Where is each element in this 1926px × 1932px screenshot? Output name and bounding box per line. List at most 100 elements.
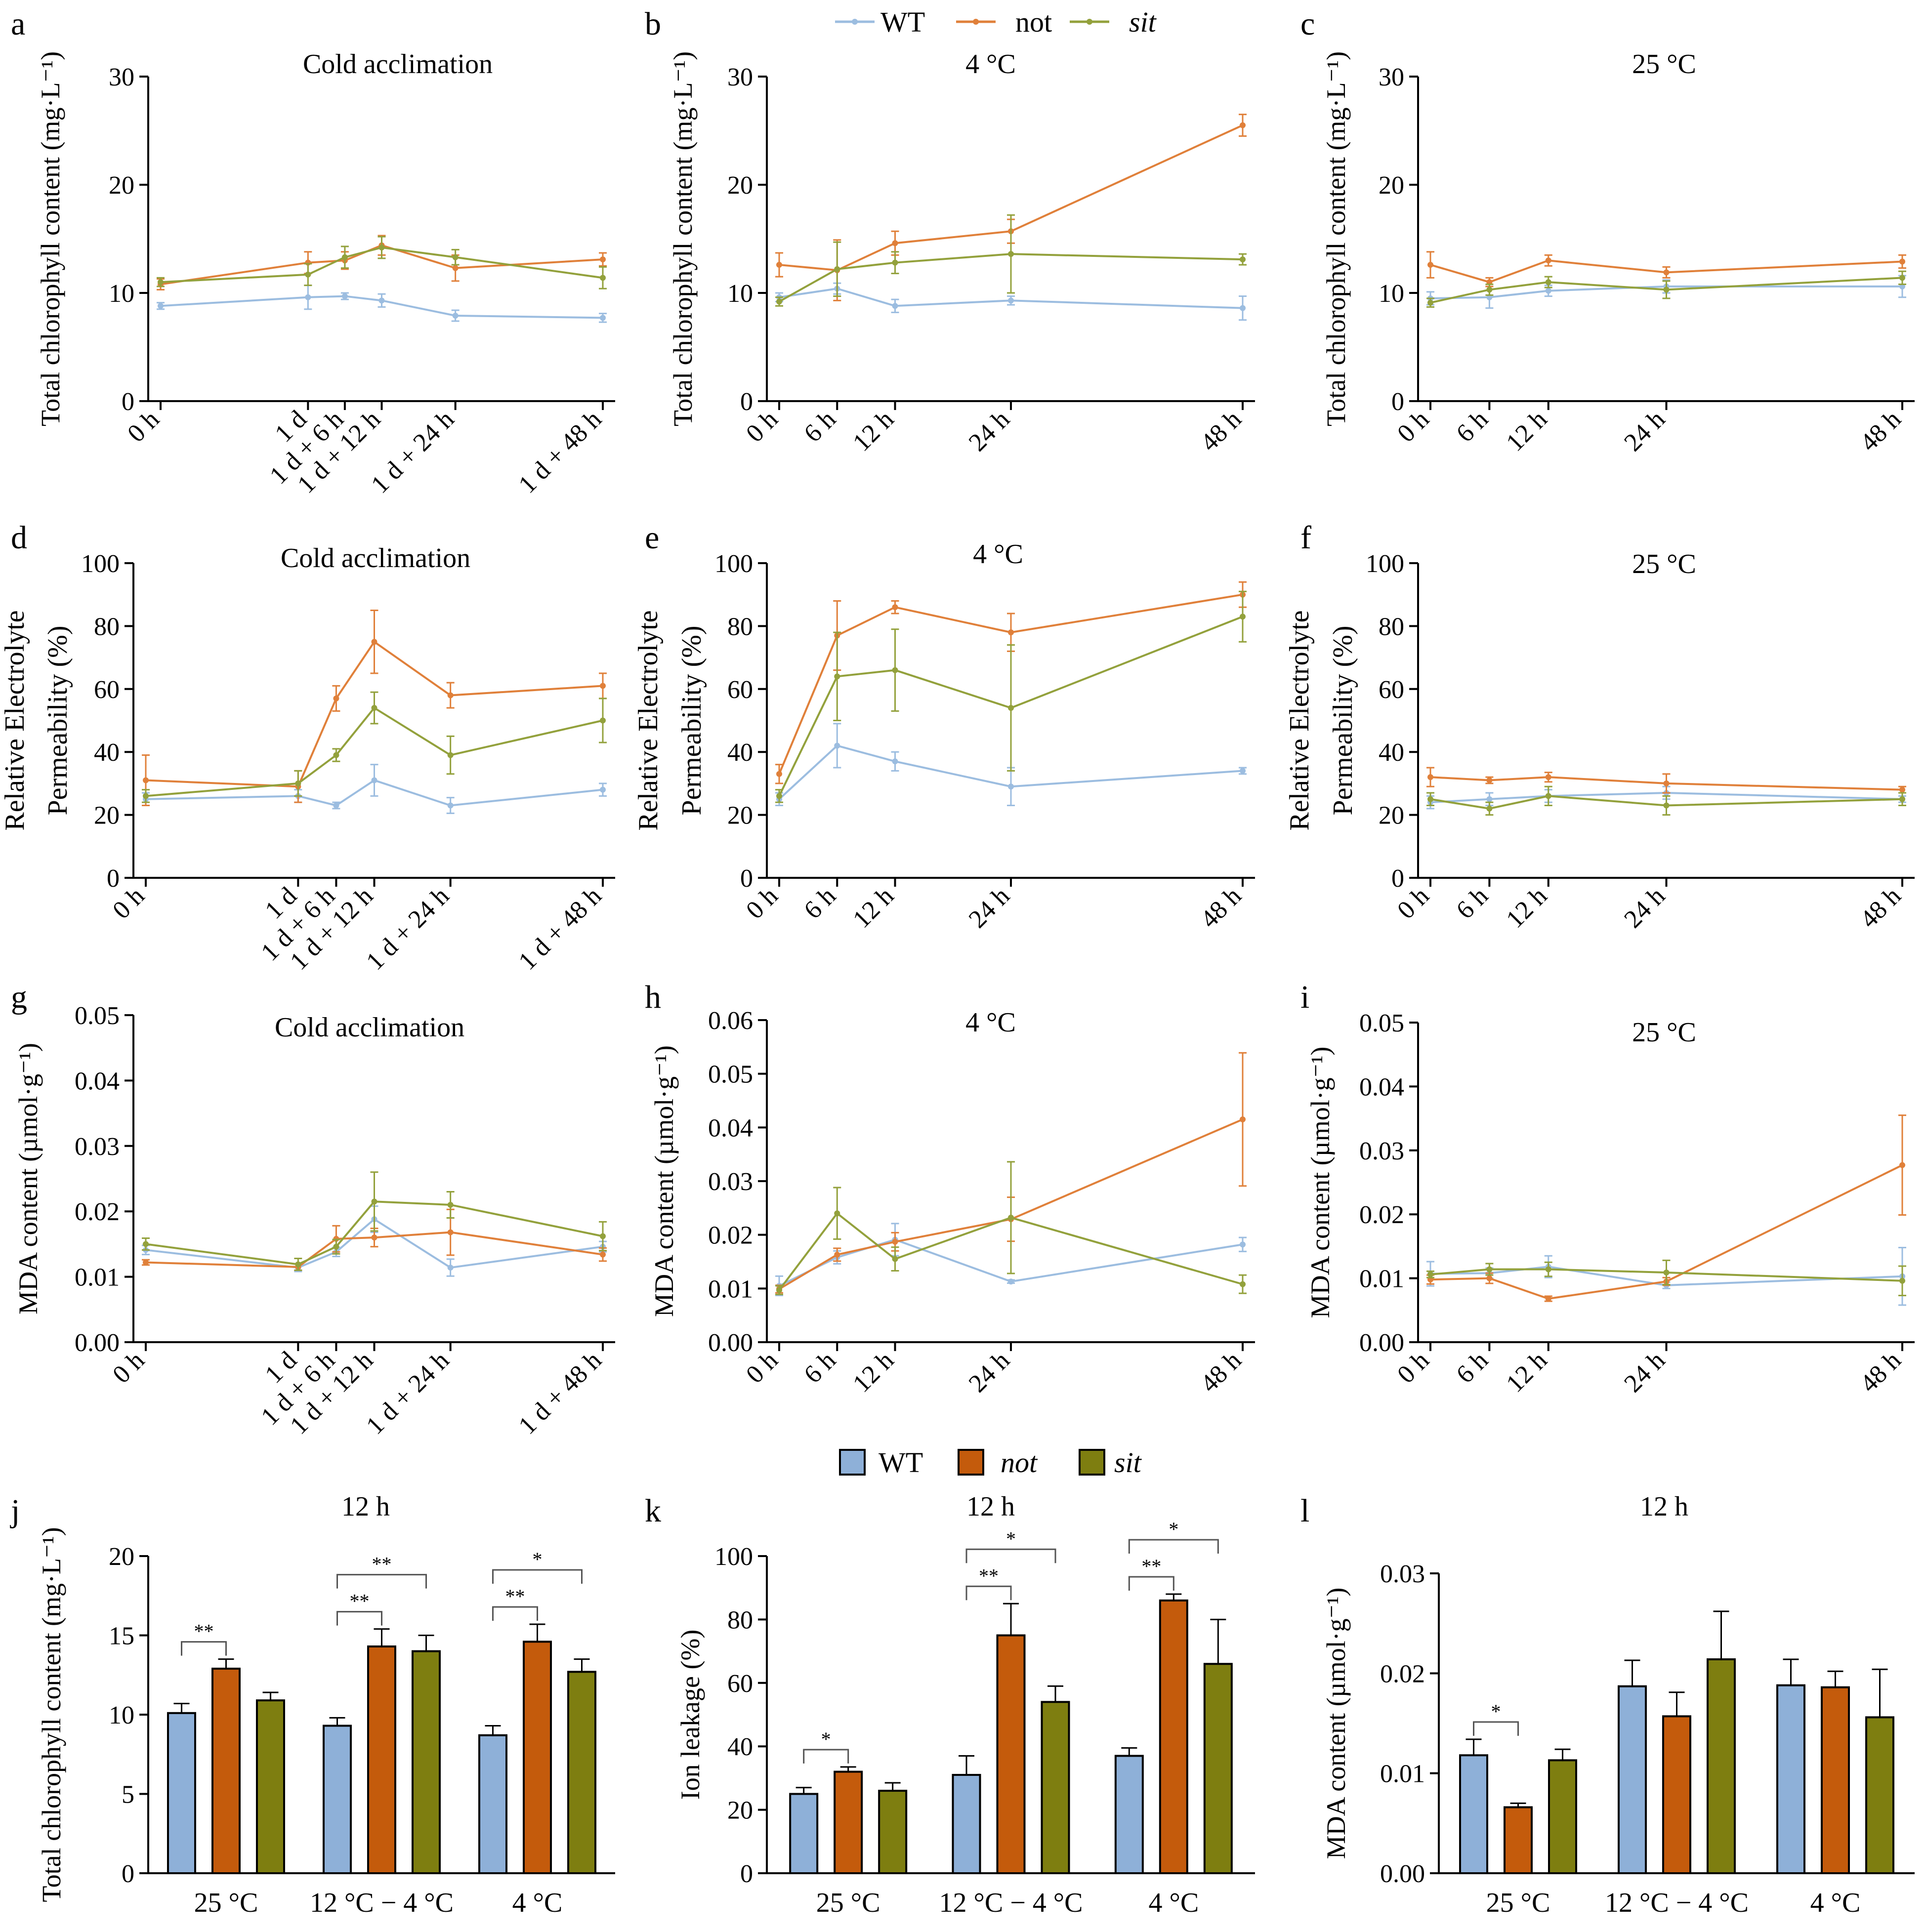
panel-g-series-not-line — [145, 1231, 603, 1268]
panel-g-title: Cold acclimation — [275, 1012, 464, 1043]
panel-k-series-not-bar — [834, 1770, 863, 1875]
panel-c-series-sit-point — [1427, 299, 1433, 306]
panel-g-series-sit-line — [145, 1200, 603, 1266]
panel-i-x-tick-label: 6 h — [1451, 1346, 1494, 1389]
panel-d-y-tick-label: 80 — [94, 613, 120, 641]
panel-e-x-tick-label: 48 h — [1195, 882, 1247, 934]
panel-j-series-wt-bar — [478, 1734, 507, 1874]
panel-c-series-sit-point — [1899, 275, 1905, 281]
panel-d-series-not-point — [333, 695, 339, 701]
panel-e-series-sit-point — [1240, 614, 1246, 620]
panel-f-series-sit-point — [1427, 796, 1433, 802]
panel-g-series-sit-point — [600, 1233, 606, 1239]
panel-i-y-tick-label: 0.02 — [1359, 1201, 1404, 1229]
panel-l-series-sit-bar — [1707, 1658, 1736, 1874]
panel-f-series-not-point — [1663, 780, 1670, 786]
panel-d-series-wt-point — [371, 777, 377, 783]
panel-h-y-tick-label: 0.06 — [708, 1007, 753, 1035]
panel-j-significance-bracket — [181, 1641, 227, 1656]
panel-c-y-tick-label: 10 — [1379, 280, 1404, 308]
panel-c-x-tick-label: 6 h — [1451, 405, 1494, 448]
panel-letter-h: h — [645, 979, 661, 1015]
panel-j-series-wt-bar — [323, 1725, 352, 1874]
panel-f-series-not-point — [1486, 777, 1493, 783]
panel-i-series-sit-point — [1486, 1266, 1493, 1273]
panel-i-series-not-point — [1486, 1275, 1493, 1281]
panel-g-y-tick-label: 0.03 — [75, 1133, 120, 1161]
panel-e-series-not-point — [776, 771, 782, 777]
panel-h-y-tick-label: 0.00 — [708, 1329, 753, 1357]
panel-c-series-sit-point — [1663, 287, 1670, 293]
panel-letter-e: e — [645, 520, 659, 556]
panel-b-series-wt-point — [1240, 305, 1246, 311]
panel-h-x-tick-label: 24 h — [963, 1346, 1015, 1398]
panel-e-series-wt-point — [892, 758, 898, 765]
panel-e-series-wt-point — [834, 742, 840, 749]
panel-a-series-sit-point — [600, 275, 606, 281]
panel-c-y-tick-label: 20 — [1379, 171, 1404, 200]
panel-f-y-tick-label: 0 — [1391, 864, 1404, 893]
panel-d-y-label-line2: Permeability (%) — [42, 625, 73, 815]
panel-k-significance-bracket — [1128, 1539, 1219, 1554]
panel-k-y-tick-label: 100 — [714, 1543, 753, 1571]
panel-h-series-sit-point — [892, 1256, 898, 1262]
panel-k-series-wt-bar — [1114, 1755, 1144, 1874]
panel-g-series-wt-point — [447, 1265, 454, 1271]
panel-i-x-tick-label: 12 h — [1501, 1346, 1553, 1398]
legend-label-sit: sit — [1129, 6, 1157, 38]
panel-e-series-not-point — [1008, 629, 1014, 636]
panel-h-y-tick-label: 0.04 — [708, 1114, 753, 1142]
panel-i-title: 25 °C — [1632, 1017, 1696, 1048]
panel-h-series-sit-point — [834, 1210, 840, 1217]
panel-a-series-wt-point — [452, 312, 459, 319]
panel-k-category-label: 25 °C — [816, 1888, 880, 1918]
panel-letter-j: j — [10, 1493, 20, 1529]
panel-letters: a b c d e f g h i j k l — [10, 6, 1315, 1529]
panel-a-y-label: Total chlorophyll content (mg·L⁻¹) — [36, 51, 65, 426]
panel-a-series-sit-point — [341, 254, 348, 260]
panel-e-series-wt-point — [1240, 768, 1246, 774]
legend-label-wt: WT — [880, 6, 925, 38]
panel-j-y-tick-label: 10 — [109, 1701, 134, 1729]
panel-k-series-wt-bar — [952, 1773, 981, 1874]
panel-l-category-label: 25 °C — [1486, 1888, 1550, 1918]
panel-letter-l: l — [1300, 1493, 1309, 1529]
legend-bar-label-not: not — [1001, 1446, 1038, 1479]
panel-j-significance-bracket — [336, 1574, 427, 1589]
panel-b-series-sit-point — [1240, 256, 1246, 263]
panel-b-y-tick-label: 30 — [727, 63, 753, 91]
panel-j-y-tick-label: 20 — [109, 1543, 134, 1571]
panel-i-y-tick-label: 0.00 — [1359, 1329, 1404, 1357]
panel-a: 0 10 20 30 Cold acclimation Total chlorophyll… — [36, 49, 615, 499]
panel-k-significance-bracket — [965, 1548, 1056, 1563]
panel-c-series-not-point — [1899, 258, 1905, 265]
panel-g-y-label: MDA content (µmol·g⁻¹) — [13, 1043, 43, 1315]
panel-c: 0 10 20 30 25 °C Total chlorophyll content (m… — [1321, 49, 1915, 457]
panel-e-y-tick-label: 0 — [740, 864, 753, 893]
panel-l-series-not-bar — [1504, 1806, 1533, 1874]
panel-a-series-wt-point — [305, 294, 311, 300]
panel-l-series-not-bar — [1821, 1686, 1850, 1874]
panel-j-category-label: 25 °C — [194, 1888, 258, 1918]
panel-i-series-sit-point — [1427, 1271, 1433, 1277]
panel-j: 0 5 10 15 20 12 h Total chlorophyll content (m… — [37, 1491, 615, 1918]
panel-b-series-wt-point — [892, 303, 898, 309]
panel-k-series-not-bar — [996, 1634, 1026, 1874]
panel-d-series-sit-point — [371, 705, 377, 711]
panel-g-series-not-point — [600, 1251, 606, 1258]
panel-b-title: 4 °C — [965, 49, 1016, 80]
panel-k-significance-label: ** — [979, 1564, 999, 1587]
panel-j-y-tick-label: 5 — [122, 1781, 134, 1809]
panel-d-series-sit-point — [600, 717, 606, 724]
panel-b-y-tick-label: 20 — [727, 171, 753, 200]
panel-k-series-sit-bar — [1203, 1663, 1233, 1875]
panel-e-x-tick-label: 12 h — [847, 882, 899, 934]
panel-f-x-tick-label: 48 h — [1855, 882, 1907, 934]
legend-label-not: not — [1015, 6, 1052, 38]
chart-panels: 0 10 20 30 Cold acclimation Total chlorophyll… — [0, 49, 1915, 1918]
legend-swatch-wt — [839, 1449, 866, 1476]
panel-h-y-tick-label: 0.03 — [708, 1168, 753, 1196]
panel-k-category-label: 12 °C − 4 °C — [939, 1888, 1083, 1918]
panel-l-y-tick-label: 0.02 — [1380, 1660, 1425, 1688]
